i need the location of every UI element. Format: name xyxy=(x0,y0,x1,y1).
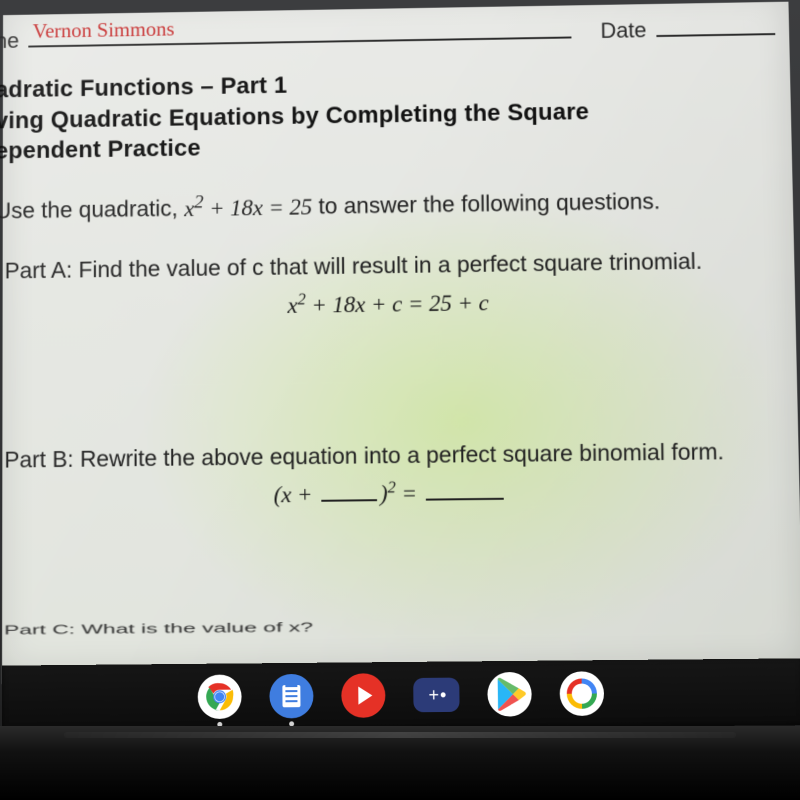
part-a-label: Part A: Find the value of c that will re… xyxy=(5,245,775,287)
part-b-equation: (x + )2 = xyxy=(4,473,779,511)
docs-glyph xyxy=(282,685,300,707)
workspace-b xyxy=(0,509,788,613)
worksheet-title: adratic Functions – Part 1 ving Quadrati… xyxy=(0,62,778,167)
partA-x: x xyxy=(287,293,297,318)
student-name: Vernon Simmons xyxy=(33,17,175,44)
partB-blank-1 xyxy=(321,481,377,502)
part-b: Part B: Rewrite the above equation into … xyxy=(4,435,779,511)
play-svg xyxy=(489,674,530,715)
part-c-label: Part C: What is the value of x? xyxy=(4,615,788,637)
games-icon[interactable]: + • xyxy=(413,678,459,713)
name-date-row: ne Vernon Simmons Date xyxy=(0,10,775,54)
prompt-pre: Use the quadratic, xyxy=(0,195,184,223)
name-label: ne xyxy=(0,28,19,54)
chrome-icon[interactable] xyxy=(198,674,242,719)
workspace-a xyxy=(0,318,784,445)
partA-rest: + 18x + c = 25 + c xyxy=(306,290,489,317)
launcher-icon[interactable] xyxy=(559,671,604,716)
prompt-x: x xyxy=(184,196,194,221)
play-store-icon[interactable] xyxy=(487,672,532,717)
name-field: Vernon Simmons xyxy=(29,13,571,47)
part-a: Part A: Find the value of c that will re… xyxy=(5,245,776,322)
laptop-screen: ne Vernon Simmons Date adratic Functions… xyxy=(2,2,800,684)
launcher-ring-icon xyxy=(567,678,598,709)
play-triangle-icon xyxy=(358,686,372,704)
worksheet-document: ne Vernon Simmons Date adratic Functions… xyxy=(0,9,800,640)
date-field xyxy=(656,10,775,37)
chromeos-shelf: + • xyxy=(2,658,800,731)
laptop-bezel xyxy=(0,726,800,800)
date-label: Date xyxy=(600,18,646,44)
partB-blank-2 xyxy=(426,479,504,501)
part-a-equation: x2 + 18x + c = 25 + c xyxy=(5,283,776,323)
partB-exp: 2 xyxy=(387,478,395,497)
partA-exp: 2 xyxy=(297,289,305,308)
problem-prompt: Use the quadratic, x2 + 18x = 25 to answ… xyxy=(0,181,773,227)
photo-of-laptop: ne Vernon Simmons Date adratic Functions… xyxy=(0,0,800,800)
chrome-svg xyxy=(202,679,238,716)
prompt-exp: 2 xyxy=(194,191,204,212)
gamepad-glyph: + • xyxy=(428,684,444,705)
google-docs-icon[interactable] xyxy=(269,674,313,719)
youtube-icon[interactable] xyxy=(341,673,385,718)
partB-eq: = xyxy=(396,481,423,506)
prompt-mid: + 18x = 25 xyxy=(204,194,313,220)
prompt-post: to answer the following questions. xyxy=(312,188,660,219)
partB-open: (x + xyxy=(274,482,319,507)
